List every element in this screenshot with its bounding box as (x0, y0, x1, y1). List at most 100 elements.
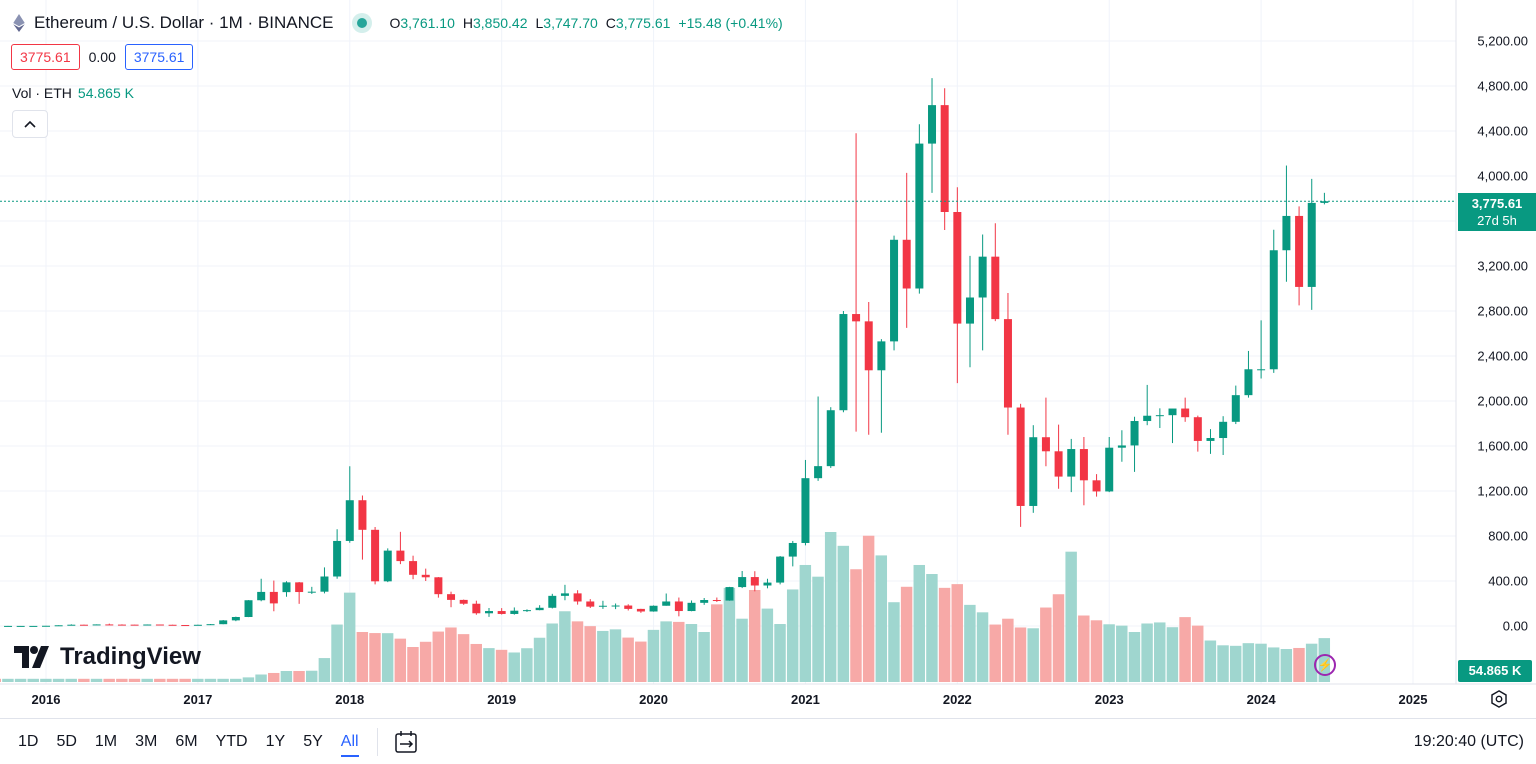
candle-body (1016, 407, 1025, 506)
candle-body (42, 625, 50, 627)
candle-body (940, 105, 949, 212)
price-tick-label: 2,800.00 (1477, 303, 1528, 319)
candle-body (586, 601, 595, 607)
volume-bar (116, 678, 128, 682)
candle-body (662, 601, 671, 606)
candle-body (231, 617, 240, 621)
flash-icon[interactable]: ⚡ (1314, 654, 1336, 676)
candle (269, 580, 278, 612)
candle-body (1105, 447, 1114, 492)
volume-bars (0, 532, 1331, 682)
price-tick-label: 2,400.00 (1477, 348, 1528, 364)
timeframe-1y[interactable]: 1Y (265, 732, 286, 750)
volume-bar (824, 532, 837, 682)
volume-bar (305, 670, 318, 682)
candle (1320, 192, 1329, 205)
candle (409, 555, 418, 580)
chart-grid (0, 0, 1456, 684)
candle-body (371, 529, 380, 582)
candle (244, 600, 253, 618)
utc-clock[interactable]: 19:20:40 (UTC) (1413, 732, 1524, 750)
candle (1016, 403, 1025, 527)
candle (92, 624, 101, 626)
candle (814, 396, 823, 481)
volume-label: Vol · ETH (12, 85, 72, 101)
tradingview-wordmark: TradingView (60, 643, 201, 670)
candle-body (560, 593, 569, 596)
candle (295, 582, 304, 604)
candle-body (712, 600, 721, 602)
buy-button[interactable]: 3775.61 (124, 44, 194, 70)
candle-body (636, 608, 645, 612)
volume-legend[interactable]: Vol · ETH 54.865 K (12, 85, 134, 101)
volume-bar (508, 652, 520, 682)
price-tick-label: 1,600.00 (1477, 438, 1528, 454)
volume-bar (52, 678, 65, 682)
candle (788, 540, 797, 567)
candle-body (16, 625, 25, 627)
volume-bar (875, 555, 888, 682)
time-tick-label: 2020 (639, 692, 669, 707)
candle-body (282, 582, 291, 593)
candle-body (1295, 215, 1304, 287)
volume-bar (1141, 623, 1153, 682)
candle-body (105, 624, 114, 626)
candle (4, 625, 13, 627)
timeframe-3m[interactable]: 3M (135, 732, 158, 750)
volume-bar (381, 633, 394, 682)
candle (29, 625, 38, 627)
volume-bar (673, 621, 685, 682)
candle-body (168, 624, 177, 626)
timeframe-all[interactable]: All (340, 732, 359, 757)
timeframe-1m[interactable]: 1M (94, 732, 118, 750)
candle-body (1067, 449, 1076, 477)
symbol-title[interactable]: Ethereum / U.S. Dollar · 1M · BINANCE (34, 13, 334, 32)
volume-bar (546, 623, 558, 682)
candle-body (396, 550, 405, 562)
volume-bar (179, 678, 191, 682)
candle-body (915, 143, 924, 289)
volume-bar (1280, 649, 1293, 682)
sell-button[interactable]: 3775.61 (11, 44, 80, 70)
candle-body (219, 620, 228, 625)
candle (940, 88, 949, 230)
tradingview-logo[interactable]: TradingView (14, 643, 201, 671)
candle-body (852, 314, 861, 322)
timeframe-6m[interactable]: 6M (175, 732, 198, 750)
volume-bar (217, 678, 229, 682)
candle (636, 608, 645, 613)
candle (915, 124, 924, 294)
close-key: C (605, 15, 616, 31)
candle-body (814, 466, 823, 479)
price-tick-label: 4,400.00 (1477, 123, 1528, 139)
volume-bar (331, 624, 343, 682)
volume-bar (2, 678, 14, 682)
candle (1029, 425, 1038, 513)
volume-bar (192, 678, 204, 682)
candle-body (1320, 201, 1329, 203)
candle (1244, 350, 1253, 398)
timeframe-1d[interactable]: 1D (18, 732, 39, 750)
candle (206, 624, 215, 626)
timeframe-5y[interactable]: 5Y (303, 732, 323, 750)
volume-bar (964, 604, 976, 682)
gear-icon[interactable] (1490, 690, 1508, 708)
candle (421, 568, 430, 581)
collapse-legend-button[interactable] (12, 110, 48, 138)
calendar-range-icon[interactable] (394, 730, 420, 754)
bottom-toolbar: 1D 5D 1M 3M 6M YTD 1Y 5Y All 19:20:40 (U… (0, 718, 1536, 764)
candle-body (522, 610, 531, 612)
price-chart[interactable] (0, 0, 1536, 718)
change-value: +15.48 (+0.41%) (678, 15, 783, 31)
timeframe-ytd[interactable]: YTD (215, 732, 248, 750)
candle-body (953, 212, 962, 324)
timeframe-5d[interactable]: 5D (56, 732, 77, 750)
candle (396, 531, 405, 565)
candle-body (750, 577, 759, 586)
volume-bar (888, 602, 900, 682)
volume-bar (571, 621, 584, 682)
candle-body (257, 591, 266, 601)
candle (548, 593, 557, 609)
volume-bar (1154, 622, 1166, 682)
